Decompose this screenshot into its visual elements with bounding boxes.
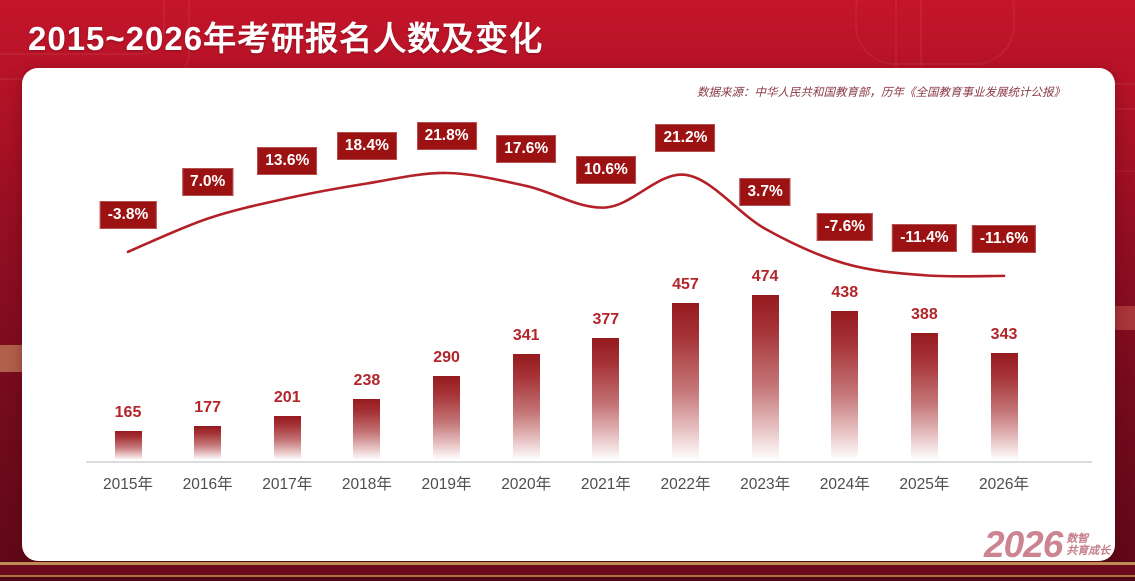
growth-rate-label: 17.6%: [496, 134, 557, 163]
decor-bottom-strip: [0, 561, 1135, 581]
x-axis-label: 2016年: [182, 476, 233, 493]
x-axis-label: 2018年: [341, 476, 392, 493]
bar-value-label: 438: [831, 284, 859, 301]
bar-value-label: 377: [592, 311, 620, 328]
growth-rate-label: 7.0%: [181, 167, 234, 196]
bar-value-label: 457: [672, 276, 699, 293]
bar-2025年: [910, 333, 938, 460]
growth-rate-label: 21.8%: [416, 122, 477, 150]
bar-value-label: 388: [911, 306, 938, 323]
growth-rate-label: 21.2%: [655, 123, 716, 152]
x-axis-label: 2026年: [979, 476, 1030, 493]
x-axis-label: 2024年: [819, 476, 870, 493]
bar-2019年: [433, 376, 461, 460]
bar-2023年: [751, 295, 779, 460]
bar-value-label: 238: [353, 372, 381, 389]
gold-stripe: [0, 575, 1135, 577]
circuit-pattern: [855, 0, 1015, 65]
bar-value-label: 201: [273, 389, 301, 406]
x-axis-label: 2019年: [421, 476, 472, 493]
bar-2016年: [194, 426, 222, 460]
maroon-band: [0, 565, 1135, 575]
growth-rate-label: -11.6%: [971, 224, 1037, 253]
logo-tagline-line1: 数智: [1066, 533, 1089, 545]
decor-band-left: [0, 345, 22, 372]
growth-rate-label: -11.4%: [892, 224, 957, 253]
bar-2018年: [353, 399, 381, 460]
growth-rate-label: -3.8%: [99, 200, 157, 229]
logo-tagline-line2: 共育成长: [1066, 545, 1111, 557]
x-axis-label: 2020年: [501, 476, 552, 493]
gold-stripe: [0, 562, 1135, 565]
growth-rate-label: -7.6%: [816, 212, 873, 241]
bar-2026年: [990, 353, 1018, 460]
logo-year: 2026: [984, 524, 1063, 565]
decor-band-right: [1115, 306, 1135, 330]
data-source-note: 数据来源：中华人民共和国教育部，历年《全国教育事业发展统计公报》: [697, 87, 1065, 99]
x-axis-label: 2021年: [580, 476, 631, 493]
growth-rate-label: 18.4%: [336, 132, 397, 161]
logo-tagline: 数智 共育成长: [1066, 533, 1110, 557]
bar-2015年: [114, 431, 142, 460]
bar-2022年: [671, 303, 699, 460]
x-axis-label: 2017年: [262, 476, 313, 493]
bar-value-label: 165: [114, 404, 142, 421]
x-axis-label: 2023年: [740, 476, 791, 493]
x-axis-label: 2022年: [660, 476, 711, 493]
bar-value-label: 290: [433, 349, 460, 366]
bar-2017年: [273, 416, 301, 460]
bar-2024年: [831, 311, 859, 460]
brand-logo: 2026 数智 共育成长: [984, 524, 1110, 566]
x-axis-label: 2025年: [899, 476, 950, 493]
growth-rate-label: 10.6%: [575, 156, 636, 185]
bar-value-label: 474: [751, 268, 779, 285]
page-title: 2015~2026年考研报名人数及变化: [28, 20, 544, 57]
x-axis-line: [86, 461, 1092, 463]
circuit-pattern: [0, 0, 165, 55]
bar-2020年: [512, 354, 540, 460]
growth-rate-label: 13.6%: [257, 147, 318, 176]
bar-value-label: 343: [990, 326, 1018, 343]
chart-card: [22, 68, 1115, 561]
growth-rate-label: 3.7%: [739, 177, 791, 206]
bar-value-label: 177: [194, 399, 221, 416]
x-axis-label: 2015年: [103, 476, 153, 493]
bar-value-label: 341: [512, 327, 540, 344]
bar-2021年: [592, 338, 620, 460]
